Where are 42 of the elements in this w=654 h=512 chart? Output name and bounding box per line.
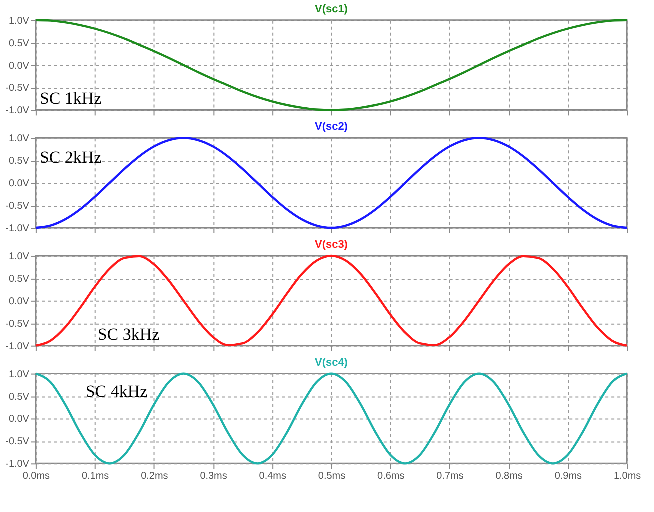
annotation: SC 1kHz [40,89,102,108]
x-tick-label: 1.0ms [614,471,642,482]
chart-title: V(sc3) [315,238,348,251]
annotation: SC 3kHz [98,324,160,344]
y-tick-label: 1.0V [8,16,30,27]
y-tick-label: 0.5V [8,156,30,168]
y-tick-label: 0.0V [8,178,30,190]
chart-title: V(sc2) [315,121,348,134]
y-tick-label: 0.5V [8,274,30,285]
y-tick-label: -0.5V [6,436,30,448]
x-tick-label: 0.3ms [200,471,228,482]
y-tick-label: 1.0V [8,369,30,380]
x-tick-label: 0.2ms [141,471,168,482]
y-tick-label: -1.0V [6,459,30,470]
y-tick-label: -0.5V [6,201,30,212]
line-series [34,137,628,230]
annotation: SC 4kHz [86,382,148,401]
y-tick-label: -1.0V [6,106,30,117]
line-series [34,19,628,112]
line-series [34,372,628,465]
x-tick-label: 0.9ms [554,471,582,482]
x-tick-label: 0.0ms [22,471,50,482]
y-tick-label: 0.0V [8,60,30,72]
x-tick-label: 0.6ms [378,471,405,482]
x-tick-label: 0.8ms [496,471,523,482]
chart-title: V(sc1) [315,3,348,16]
y-tick-label: 0.5V [8,392,30,403]
y-tick-label: 0.0V [8,414,30,426]
x-tick-label: 0.7ms [436,471,464,482]
y-tick-label: 0.0V [8,296,30,308]
y-tick-label: -0.5V [6,83,30,94]
y-tick-label: 1.0V [8,134,30,145]
chart-title: V(sc4) [315,356,348,369]
x-tick-label: 0.4ms [259,471,286,482]
y-tick-label: -1.0V [6,224,30,235]
y-tick-label: -1.0V [6,341,30,352]
annotation: SC 2kHz [40,148,102,168]
y-tick-label: -0.5V [6,318,30,330]
y-tick-label: 1.0V [8,251,30,262]
x-tick-label: 0.5ms [318,471,346,482]
x-tick-label: 0.1ms [82,471,110,482]
y-tick-label: 0.5V [8,38,30,50]
